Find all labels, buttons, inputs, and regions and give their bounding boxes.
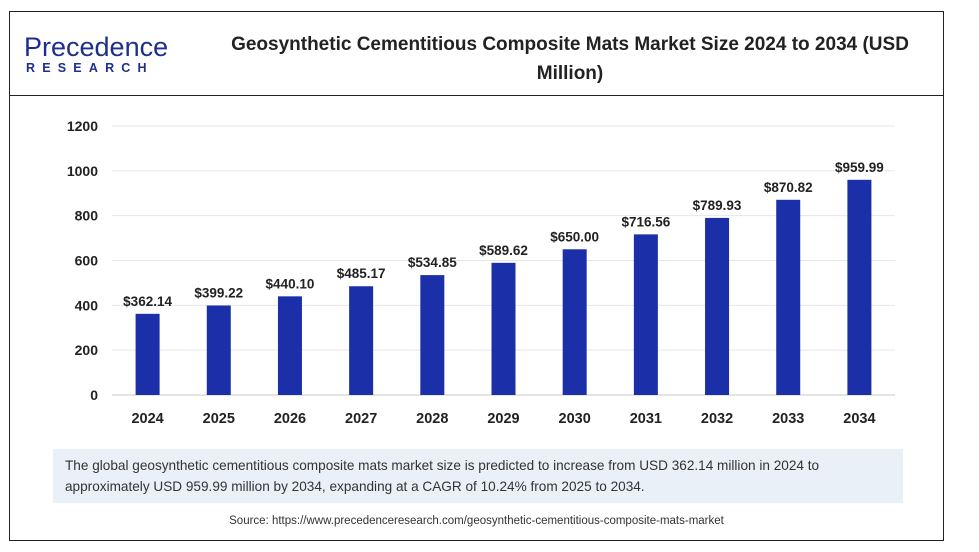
data-label: $716.56 xyxy=(621,214,670,229)
data-label: $650.00 xyxy=(550,229,599,244)
brand-name: Precedence xyxy=(24,32,169,62)
y-tick-label: 800 xyxy=(75,208,99,224)
y-tick-label: 400 xyxy=(75,297,99,313)
source-text: Source: https://www.precedenceresearch.c… xyxy=(229,515,724,527)
data-label: $789.93 xyxy=(693,198,742,213)
description-box: The global geosynthetic cementitious com… xyxy=(53,449,903,503)
data-label: $959.99 xyxy=(835,160,884,175)
data-label: $534.85 xyxy=(408,255,457,270)
bar xyxy=(491,262,516,395)
y-tick-label: 1200 xyxy=(67,118,98,134)
bar xyxy=(705,217,730,395)
data-label: $362.14 xyxy=(123,294,172,309)
data-label: $870.82 xyxy=(764,180,813,195)
bar xyxy=(847,179,872,395)
brand-logo: Precedence RESEARCH xyxy=(24,32,174,76)
chart-frame: Precedence RESEARCH Geosynthetic Cementi… xyxy=(9,11,944,541)
y-tick-label: 200 xyxy=(75,342,99,358)
bar xyxy=(277,296,302,395)
x-tick-label: 2026 xyxy=(274,411,306,427)
y-tick-label: 600 xyxy=(75,253,99,269)
chart-title: Geosynthetic Cementitious Composite Mats… xyxy=(231,34,909,84)
bar xyxy=(420,275,445,395)
bar xyxy=(206,305,231,395)
x-tick-label: 2030 xyxy=(559,411,591,427)
x-tick-label: 2028 xyxy=(416,411,448,427)
header: Precedence RESEARCH Geosynthetic Cementi… xyxy=(10,12,943,96)
bar xyxy=(349,286,374,395)
bar-chart: 0 200 400 600 800 1000 1200 $362.14 2024 $399.22 2… xyxy=(67,118,895,427)
x-tick-label: 2024 xyxy=(131,411,163,427)
bar xyxy=(776,199,801,395)
y-tick-label: 0 xyxy=(90,387,98,403)
x-tick-label: 2034 xyxy=(843,411,875,427)
bar xyxy=(135,313,160,395)
x-tick-label: 2027 xyxy=(345,411,377,427)
x-tick-label: 2025 xyxy=(203,411,235,427)
x-tick-label: 2029 xyxy=(487,411,519,427)
y-tick-label: 1000 xyxy=(67,163,98,179)
brand-subname: RESEARCH xyxy=(26,61,154,75)
data-label: $589.62 xyxy=(479,243,528,258)
data-label: $485.17 xyxy=(337,266,386,281)
bar xyxy=(633,234,658,395)
x-tick-label: 2033 xyxy=(772,411,804,427)
bar xyxy=(562,249,587,395)
x-tick-label: 2032 xyxy=(701,411,733,427)
data-label: $399.22 xyxy=(194,286,243,301)
data-label: $440.10 xyxy=(266,276,315,291)
x-tick-label: 2031 xyxy=(630,411,662,427)
